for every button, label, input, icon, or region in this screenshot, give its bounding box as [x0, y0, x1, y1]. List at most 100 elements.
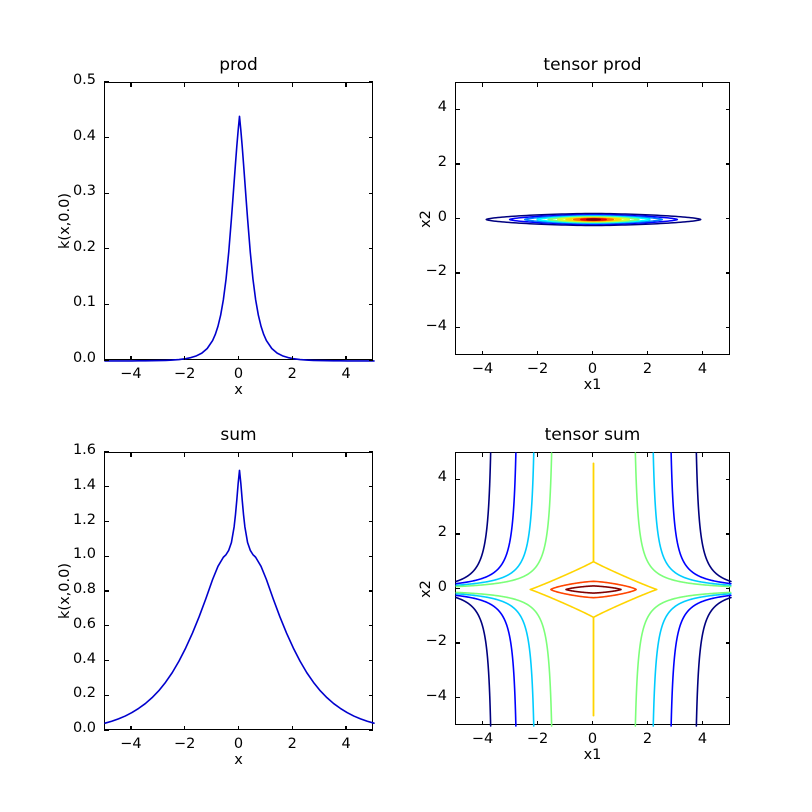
contour-level-0: [695, 596, 732, 727]
y-tick-mark: [104, 520, 109, 523]
y-tick-label: 0.0: [72, 350, 96, 366]
y-tick-mark: [368, 729, 373, 731]
x-tick-mark: [291, 355, 293, 360]
y-tick-label: 2: [437, 153, 447, 170]
y-tick-label: −2: [425, 263, 447, 280]
y-tick-mark: [455, 533, 460, 535]
y-tick-label: 0: [437, 578, 447, 595]
y-tick-mark: [368, 520, 373, 523]
x-tick-label: 0: [587, 731, 598, 747]
axes-prod: [104, 82, 375, 362]
x-tick-mark: [345, 355, 347, 360]
sum-plot-area: [104, 469, 375, 724]
x-tick-mark: [481, 720, 484, 725]
y-tick-mark: [368, 81, 373, 83]
y-tick-mark: [725, 272, 730, 274]
y-tick-label: 1.0: [72, 546, 96, 563]
x-tick-label: −4: [471, 361, 494, 377]
x-tick-mark: [291, 452, 293, 457]
contour-level-5: [550, 580, 637, 599]
y-tick-mark: [104, 555, 109, 557]
x-tick-mark: [345, 452, 347, 457]
y-tick-mark: [104, 659, 109, 662]
x-tick-mark: [130, 82, 132, 87]
x-tick-mark: [345, 725, 347, 730]
y-tick-mark: [368, 486, 373, 488]
y-tick-label: 1.6: [72, 442, 96, 458]
y-tick-label: −4: [425, 317, 447, 334]
y-tick-mark: [368, 359, 373, 361]
y-tick-mark: [455, 478, 460, 480]
x-tick-mark: [237, 82, 240, 87]
contour-level-1: [455, 594, 517, 727]
axes-tensor-prod: [455, 82, 730, 355]
y-tick-mark: [104, 136, 109, 139]
y-tick-mark: [725, 642, 730, 644]
tensor-prod-plot-area: [485, 212, 702, 227]
contour-level-0: [455, 452, 492, 583]
y-tick-mark: [368, 303, 373, 306]
x-tick-mark: [184, 355, 186, 360]
y-tick-label: −4: [425, 687, 447, 704]
panel-sum-title: sum: [220, 425, 257, 445]
x-tick-label: 2: [642, 731, 653, 747]
y-tick-mark: [104, 81, 109, 83]
y-tick-label: 0.2: [72, 238, 96, 255]
y-tick-mark: [104, 625, 109, 627]
x-tick-mark: [646, 350, 649, 355]
panel-tensor-sum-title: tensor sum: [544, 425, 641, 445]
y-tick-label: 0.6: [72, 615, 96, 632]
y-tick-mark: [725, 697, 730, 699]
x-tick-mark: [591, 452, 594, 457]
x-tick-mark: [536, 350, 539, 355]
x-tick-mark: [130, 452, 132, 457]
y-tick-mark: [455, 697, 460, 699]
x-tick-mark: [591, 82, 594, 87]
y-tick-mark: [455, 272, 460, 274]
contour-level-4: [529, 560, 658, 619]
prod-plot-area: [104, 115, 375, 362]
y-tick-label: 4: [437, 469, 447, 486]
y-tick-mark: [455, 163, 460, 165]
y-tick-mark: [104, 451, 109, 453]
y-tick-mark: [104, 729, 109, 731]
contour-level-0: [455, 596, 492, 727]
contour-level-1: [508, 213, 679, 226]
x-tick-mark: [646, 720, 649, 725]
y-tick-mark: [725, 587, 730, 590]
y-tick-mark: [368, 451, 373, 453]
y-tick-mark: [104, 486, 109, 488]
x-tick-mark: [701, 350, 704, 355]
y-tick-label: 0.5: [72, 72, 96, 88]
x-tick-label: −2: [174, 736, 196, 752]
y-tick-mark: [455, 642, 460, 644]
contour-level-1: [455, 452, 517, 585]
x-tick-label: 0: [233, 366, 244, 382]
x-tick-mark: [291, 82, 293, 87]
tensor-sum-plot-area: [455, 452, 732, 727]
x-tick-label: −4: [120, 366, 142, 382]
x-tick-mark: [701, 720, 704, 725]
y-tick-mark: [104, 192, 109, 194]
y-tick-mark: [104, 359, 109, 361]
y-tick-mark: [368, 248, 373, 250]
panel-prod-ylabel: k(x,0.0): [57, 193, 73, 249]
panel-prod-xlabel: x: [234, 382, 243, 398]
x-tick-mark: [536, 82, 539, 87]
contour-level-2: [652, 452, 732, 587]
contour-level-9: [586, 218, 601, 221]
x-tick-mark: [184, 82, 186, 87]
x-tick-mark: [130, 725, 132, 730]
contour-level-1: [670, 594, 732, 727]
contour-level-6: [565, 585, 622, 594]
y-tick-mark: [368, 590, 373, 592]
x-tick-mark: [646, 82, 649, 87]
y-tick-label: −2: [425, 633, 447, 650]
panel-tensor-prod-title: tensor prod: [543, 55, 642, 75]
contour-level-3: [634, 452, 732, 588]
x-tick-label: −2: [526, 361, 549, 377]
x-tick-mark: [237, 452, 240, 457]
y-tick-mark: [368, 694, 373, 696]
y-tick-label: 0.4: [72, 650, 96, 667]
x-tick-mark: [481, 82, 484, 87]
